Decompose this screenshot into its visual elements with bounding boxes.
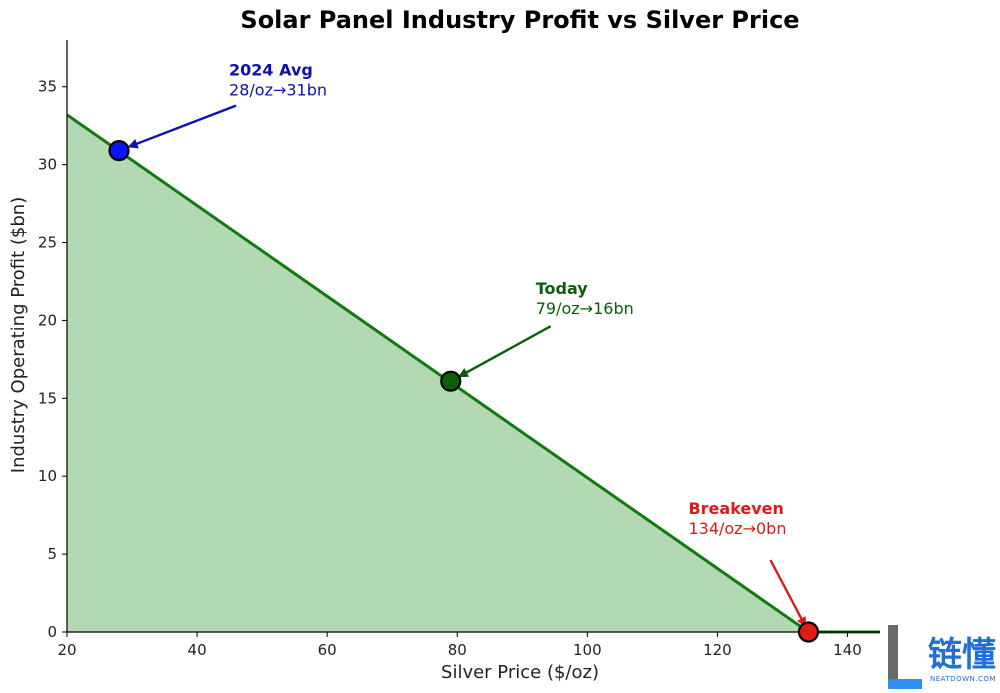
annotation-arrow [769, 559, 807, 628]
y-tick-label: 15 [38, 389, 57, 407]
y-tick-label: 30 [38, 156, 57, 174]
x-axis-label: Silver Price ($/oz) [441, 662, 599, 683]
logo-mark-bar [888, 625, 898, 689]
y-tick-label: 10 [38, 467, 57, 485]
y-tick-label: 0 [47, 623, 57, 641]
y-tick-label: 20 [38, 311, 57, 329]
x-tick-label: 60 [318, 641, 337, 659]
x-tick-label: 40 [188, 641, 207, 659]
annotation-title: Breakeven [688, 499, 783, 518]
annotation-title: Today [536, 279, 589, 298]
annotation-arrow [127, 104, 237, 149]
annotation-title: 2024 Avg [229, 61, 313, 80]
watermark-subtext: NEATDOWN.COM [930, 675, 996, 683]
axes: 20 40 60 80 100 120 140 0 5 10 15 20 25 30 35 [38, 40, 880, 659]
logo-mark-base [888, 679, 922, 689]
y-axis-label: Industry Operating Profit ($bn) [8, 197, 29, 473]
y-tick-label: 35 [38, 78, 57, 96]
data-point [440, 370, 462, 392]
x-tick-label: 140 [833, 641, 862, 659]
profit-area [67, 114, 880, 633]
annotation-value: 134/oz→0bn [688, 519, 786, 538]
annotation-value: 28/oz→31bn [229, 81, 327, 100]
x-tick-label: 120 [703, 641, 732, 659]
data-point [108, 140, 130, 162]
watermark-logo: 链懂 NEATDOWN.COM [888, 625, 996, 689]
plot-area [66, 113, 880, 634]
annotation-arrow [457, 325, 552, 378]
data-point [797, 621, 820, 643]
chart-title: Solar Panel Industry Profit vs Silver Pr… [240, 6, 799, 34]
watermark-text: 链懂 [928, 635, 996, 675]
y-tick-label: 5 [47, 545, 57, 563]
y-tick-label: 25 [38, 234, 57, 252]
x-tick-label: 100 [573, 641, 602, 659]
annotation-value: 79/oz→16bn [536, 299, 634, 318]
x-tick-label: 80 [448, 641, 467, 659]
x-tick-label: 20 [57, 641, 76, 659]
